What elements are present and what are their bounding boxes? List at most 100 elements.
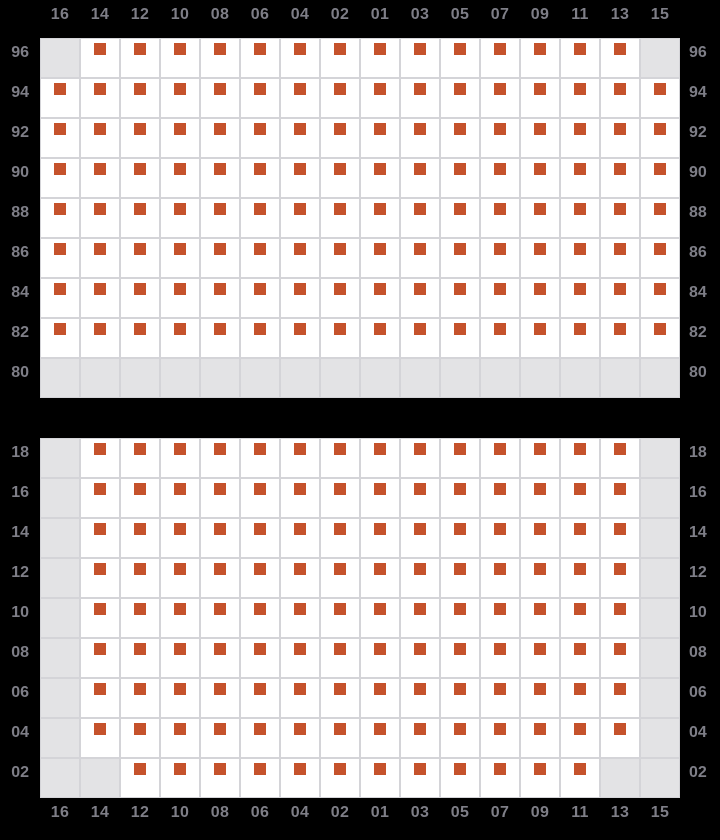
- slot-cell-occupied[interactable]: [240, 158, 280, 198]
- slot-cell-occupied[interactable]: [240, 478, 280, 518]
- slot-cell-occupied[interactable]: [400, 598, 440, 638]
- slot-cell-occupied[interactable]: [120, 518, 160, 558]
- slot-cell-occupied[interactable]: [640, 78, 680, 118]
- slot-cell-occupied[interactable]: [640, 158, 680, 198]
- slot-cell-occupied[interactable]: [40, 198, 80, 238]
- slot-cell-occupied[interactable]: [600, 518, 640, 558]
- slot-cell-occupied[interactable]: [480, 318, 520, 358]
- slot-cell-occupied[interactable]: [40, 158, 80, 198]
- slot-cell-occupied[interactable]: [240, 278, 280, 318]
- slot-cell-occupied[interactable]: [320, 518, 360, 558]
- slot-cell-occupied[interactable]: [560, 478, 600, 518]
- slot-cell-occupied[interactable]: [40, 78, 80, 118]
- slot-cell-occupied[interactable]: [200, 558, 240, 598]
- slot-cell-occupied[interactable]: [200, 598, 240, 638]
- slot-cell-occupied[interactable]: [240, 718, 280, 758]
- slot-cell-occupied[interactable]: [360, 758, 400, 798]
- slot-cell-occupied[interactable]: [120, 478, 160, 518]
- slot-cell-occupied[interactable]: [600, 238, 640, 278]
- slot-cell-occupied[interactable]: [480, 278, 520, 318]
- slot-cell-occupied[interactable]: [440, 638, 480, 678]
- slot-cell-occupied[interactable]: [480, 238, 520, 278]
- slot-cell-occupied[interactable]: [600, 78, 640, 118]
- slot-cell-occupied[interactable]: [40, 318, 80, 358]
- slot-cell-occupied[interactable]: [520, 198, 560, 238]
- slot-cell-occupied[interactable]: [360, 158, 400, 198]
- slot-cell-occupied[interactable]: [480, 158, 520, 198]
- slot-cell-occupied[interactable]: [360, 518, 400, 558]
- slot-cell-occupied[interactable]: [360, 78, 400, 118]
- slot-cell-occupied[interactable]: [520, 478, 560, 518]
- slot-cell-occupied[interactable]: [560, 318, 600, 358]
- slot-cell-occupied[interactable]: [600, 318, 640, 358]
- slot-cell-occupied[interactable]: [400, 438, 440, 478]
- slot-cell-occupied[interactable]: [320, 438, 360, 478]
- slot-cell-occupied[interactable]: [280, 478, 320, 518]
- slot-cell-occupied[interactable]: [520, 678, 560, 718]
- slot-cell-occupied[interactable]: [240, 558, 280, 598]
- slot-cell-occupied[interactable]: [320, 118, 360, 158]
- slot-cell-occupied[interactable]: [520, 598, 560, 638]
- slot-cell-occupied[interactable]: [200, 758, 240, 798]
- slot-cell-occupied[interactable]: [200, 438, 240, 478]
- slot-cell-occupied[interactable]: [280, 238, 320, 278]
- slot-cell-occupied[interactable]: [160, 38, 200, 78]
- slot-cell-occupied[interactable]: [160, 598, 200, 638]
- slot-cell-occupied[interactable]: [240, 598, 280, 638]
- slot-cell-occupied[interactable]: [280, 198, 320, 238]
- slot-cell-occupied[interactable]: [40, 278, 80, 318]
- slot-cell-occupied[interactable]: [80, 78, 120, 118]
- slot-cell-occupied[interactable]: [560, 758, 600, 798]
- slot-cell-occupied[interactable]: [240, 678, 280, 718]
- slot-cell-occupied[interactable]: [280, 78, 320, 118]
- slot-cell-occupied[interactable]: [320, 78, 360, 118]
- slot-cell-occupied[interactable]: [560, 598, 600, 638]
- slot-cell-occupied[interactable]: [640, 318, 680, 358]
- slot-cell-occupied[interactable]: [480, 678, 520, 718]
- slot-cell-occupied[interactable]: [440, 678, 480, 718]
- slot-cell-occupied[interactable]: [480, 118, 520, 158]
- slot-cell-occupied[interactable]: [520, 158, 560, 198]
- slot-cell-occupied[interactable]: [120, 118, 160, 158]
- slot-cell-occupied[interactable]: [640, 238, 680, 278]
- slot-cell-occupied[interactable]: [400, 38, 440, 78]
- slot-cell-occupied[interactable]: [40, 118, 80, 158]
- slot-cell-occupied[interactable]: [240, 638, 280, 678]
- slot-cell-occupied[interactable]: [360, 118, 400, 158]
- slot-cell-occupied[interactable]: [480, 198, 520, 238]
- slot-cell-occupied[interactable]: [600, 118, 640, 158]
- slot-cell-occupied[interactable]: [560, 518, 600, 558]
- slot-cell-occupied[interactable]: [320, 758, 360, 798]
- slot-cell-occupied[interactable]: [80, 518, 120, 558]
- slot-cell-occupied[interactable]: [440, 38, 480, 78]
- slot-cell-occupied[interactable]: [160, 158, 200, 198]
- slot-cell-occupied[interactable]: [360, 558, 400, 598]
- slot-cell-occupied[interactable]: [440, 198, 480, 238]
- slot-cell-occupied[interactable]: [200, 238, 240, 278]
- slot-cell-occupied[interactable]: [80, 678, 120, 718]
- slot-cell-occupied[interactable]: [360, 598, 400, 638]
- slot-cell-occupied[interactable]: [280, 318, 320, 358]
- slot-cell-occupied[interactable]: [80, 198, 120, 238]
- slot-cell-occupied[interactable]: [440, 438, 480, 478]
- slot-cell-occupied[interactable]: [320, 38, 360, 78]
- slot-cell-occupied[interactable]: [520, 318, 560, 358]
- slot-cell-occupied[interactable]: [600, 638, 640, 678]
- slot-cell-occupied[interactable]: [160, 278, 200, 318]
- slot-cell-occupied[interactable]: [120, 78, 160, 118]
- slot-cell-occupied[interactable]: [200, 78, 240, 118]
- slot-cell-occupied[interactable]: [200, 318, 240, 358]
- slot-cell-occupied[interactable]: [320, 158, 360, 198]
- slot-cell-occupied[interactable]: [600, 478, 640, 518]
- slot-cell-occupied[interactable]: [360, 318, 400, 358]
- slot-cell-occupied[interactable]: [400, 78, 440, 118]
- slot-cell-occupied[interactable]: [360, 38, 400, 78]
- slot-cell-occupied[interactable]: [440, 238, 480, 278]
- slot-cell-occupied[interactable]: [80, 718, 120, 758]
- slot-cell-occupied[interactable]: [320, 278, 360, 318]
- slot-cell-occupied[interactable]: [320, 478, 360, 518]
- slot-cell-occupied[interactable]: [120, 318, 160, 358]
- slot-cell-occupied[interactable]: [600, 278, 640, 318]
- slot-cell-occupied[interactable]: [160, 558, 200, 598]
- slot-cell-occupied[interactable]: [520, 518, 560, 558]
